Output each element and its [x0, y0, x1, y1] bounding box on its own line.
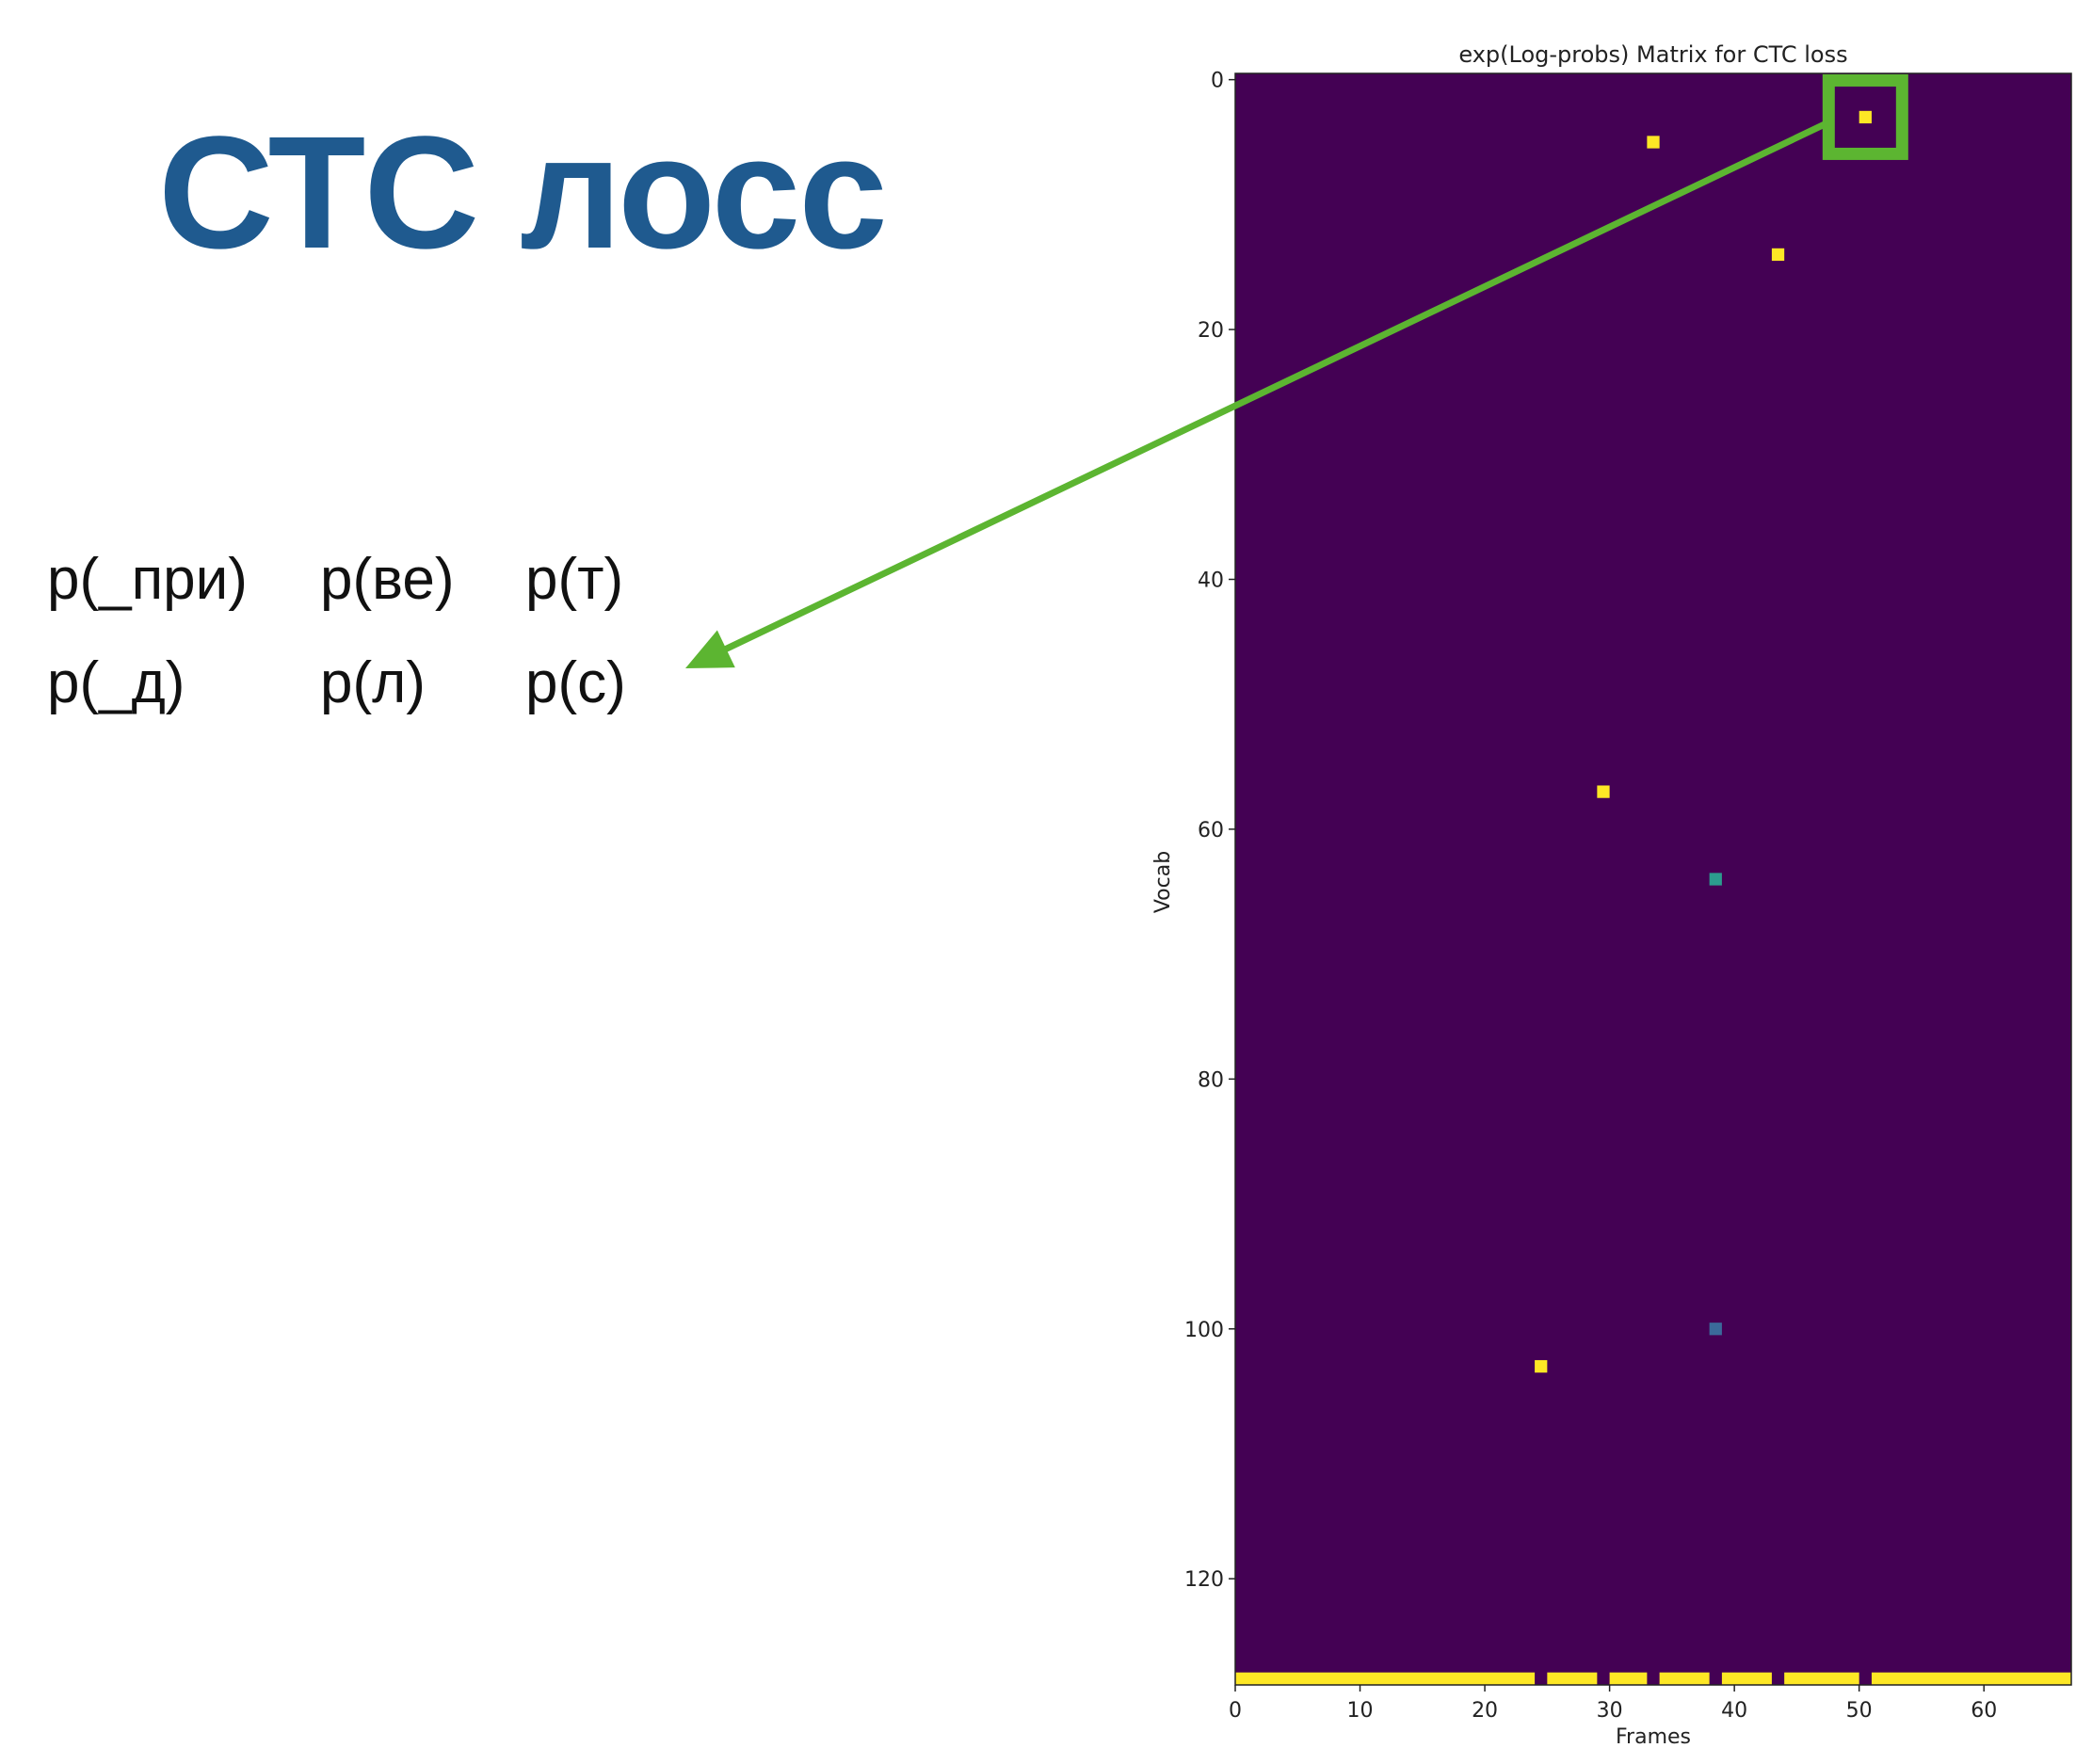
annotation: [685, 73, 1908, 668]
heatmap-cell-1: [1647, 136, 1660, 149]
y-tick-label-3: 60: [1198, 819, 1224, 842]
heatmap-cell-6: [1535, 1359, 1548, 1373]
x-tick-label-1: 10: [1347, 1699, 1374, 1723]
highlight-box: [1822, 73, 1908, 160]
term-s: p(с): [525, 650, 626, 715]
term-l: p(л): [320, 650, 426, 715]
y-tick-label-0: 0: [1211, 70, 1224, 93]
x-tick-label-4: 40: [1721, 1699, 1747, 1723]
heatmap-cell-5: [1709, 1323, 1722, 1336]
y-tick-label-6: 120: [1184, 1568, 1224, 1592]
heatmap-cell-4: [1709, 873, 1722, 886]
heatmap-cell-3: [1597, 785, 1610, 798]
blank-row-segment-1: [1547, 1672, 1598, 1685]
axes: 0 10 20 30 40 50 60 0 20 40 60 80 100 120: [1184, 70, 2072, 1723]
x-tick-label-6: 60: [1971, 1699, 1997, 1723]
x-tick-label-3: 30: [1597, 1699, 1623, 1723]
y-axis-label: Vocab: [1151, 851, 1175, 913]
blank-row-segment-5: [1784, 1672, 1859, 1685]
x-axis-label: Frames: [1616, 1725, 1691, 1749]
plot-area: [1235, 73, 2071, 1685]
blank-row-segment-3: [1659, 1672, 1710, 1685]
blank-row-segment-4: [1721, 1672, 1772, 1685]
heatmap-cell-0: [1859, 110, 1872, 124]
slide-title: СТС лосс: [158, 104, 888, 282]
blank-row-segment-6: [1871, 1672, 2071, 1685]
term-pri: p(_при): [47, 547, 248, 612]
x-tick-label-5: 50: [1846, 1699, 1873, 1723]
y-tick-label-4: 80: [1198, 1068, 1224, 1092]
blank-row-segment-0: [1235, 1672, 1536, 1685]
term-t: p(т): [525, 547, 624, 612]
term-d: p(_д): [47, 650, 185, 715]
arrow-head: [685, 630, 735, 668]
heatmap-cell-2: [1771, 248, 1785, 262]
x-tick-label-2: 20: [1472, 1699, 1498, 1723]
heatmap-background: [1235, 73, 2071, 1685]
plot-frame: [1234, 72, 2072, 1686]
blank-row-segment-2: [1609, 1672, 1648, 1685]
chart-title: exp(Log-probs) Matrix for CTC loss: [1458, 41, 1847, 68]
y-tick-label-1: 20: [1198, 319, 1224, 343]
x-tick-label-0: 0: [1229, 1699, 1242, 1723]
arrow-shaft: [722, 119, 1831, 652]
y-tick-label-2: 40: [1198, 569, 1224, 592]
y-tick-label-5: 100: [1184, 1319, 1224, 1342]
term-ve: p(ве): [320, 547, 455, 612]
